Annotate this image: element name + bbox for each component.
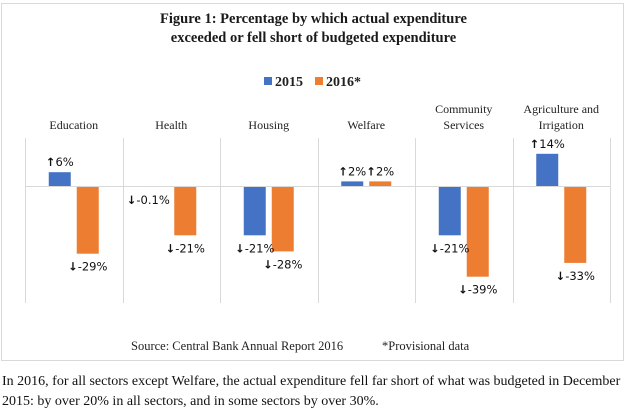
bar-2016-agriculture-and — [564, 187, 587, 263]
arrow-up-icon: ↑ — [338, 164, 348, 178]
arrow-down-icon: ↓ — [127, 193, 137, 207]
caption-paragraph: In 2016, for all sectors except Welfare,… — [2, 374, 621, 409]
data-labels: ↑6% ↓-0.1% ↓-21% ↑2% ↓-21% ↑14% ↓-29% ↓-21% ↓-28… — [46, 137, 595, 297]
category-label: Welfare — [347, 118, 385, 132]
category-label: Agriculture and — [523, 102, 599, 116]
arrow-down-icon: ↓ — [458, 283, 468, 297]
chart-title: Figure 1: Percentage by which actual exp… — [0, 10, 627, 48]
data-label: ↑6% — [46, 155, 74, 169]
legend-label-2016: 2016* — [326, 75, 361, 90]
chart-title-line-1: Figure 1: Percentage by which actual exp… — [160, 11, 467, 27]
legend-swatch-2016 — [315, 77, 323, 85]
bar-chart: Education Health Housing Welfare Community Se… — [25, 75, 611, 353]
arrow-up-icon: ↑ — [530, 137, 540, 151]
data-label: ↑14% — [530, 137, 565, 151]
legend: 2015 2016* — [264, 75, 361, 90]
bar-2015-agriculture-and — [536, 153, 559, 186]
source-note: Source: Central Bank Annual Report 2016 — [131, 339, 343, 353]
category-label: Housing — [248, 118, 289, 132]
legend-label-2015: 2015 — [275, 75, 303, 90]
data-label: ↓-39% — [458, 283, 497, 297]
category-label: Community — [435, 102, 492, 116]
bar-2016-housing — [271, 187, 294, 252]
data-label: ↓-28% — [263, 257, 302, 271]
data-label: ↑2% — [366, 164, 394, 178]
bar-2015-education — [48, 172, 71, 186]
bar-2016-health — [174, 187, 197, 236]
category-label: Education — [49, 118, 98, 132]
arrow-down-icon: ↓ — [430, 241, 440, 255]
data-label: ↓-21% — [430, 241, 469, 255]
data-label: ↓-0.1% — [127, 193, 170, 207]
category-label: Irrigation — [539, 118, 584, 132]
data-label: ↓-21% — [166, 241, 205, 255]
source-line: Source: Central Bank Annual Report 2016 … — [131, 339, 470, 353]
arrow-down-icon: ↓ — [166, 241, 176, 255]
arrow-down-icon: ↓ — [68, 260, 78, 274]
data-label: ↓-33% — [556, 269, 595, 283]
bar-2015-housing — [243, 187, 266, 236]
arrow-down-icon: ↓ — [263, 257, 273, 271]
provisional-note: *Provisional data — [382, 339, 470, 353]
data-label: ↓-21% — [235, 241, 274, 255]
bar-2016-community — [466, 187, 489, 277]
bar-2016-welfare — [369, 181, 392, 186]
gridlines — [25, 138, 611, 303]
data-label: ↑2% — [338, 164, 366, 178]
arrow-down-icon: ↓ — [556, 269, 566, 283]
legend-swatch-2015 — [264, 77, 272, 85]
bar-2015-community — [438, 187, 461, 236]
chart-title-line-2: exceeded or fell short of budgeted expen… — [170, 30, 457, 46]
data-label: ↓-29% — [68, 260, 107, 274]
category-labels: Education Health Housing Welfare Community Se… — [49, 102, 599, 132]
category-label: Services — [443, 118, 484, 132]
arrow-up-icon: ↑ — [46, 155, 56, 169]
chart-frame — [1, 3, 624, 361]
bars — [48, 153, 587, 277]
bar-2016-education — [76, 187, 99, 254]
arrow-up-icon: ↑ — [366, 164, 376, 178]
arrow-down-icon: ↓ — [235, 241, 245, 255]
bar-2015-welfare — [341, 181, 364, 186]
category-label: Health — [155, 118, 187, 132]
